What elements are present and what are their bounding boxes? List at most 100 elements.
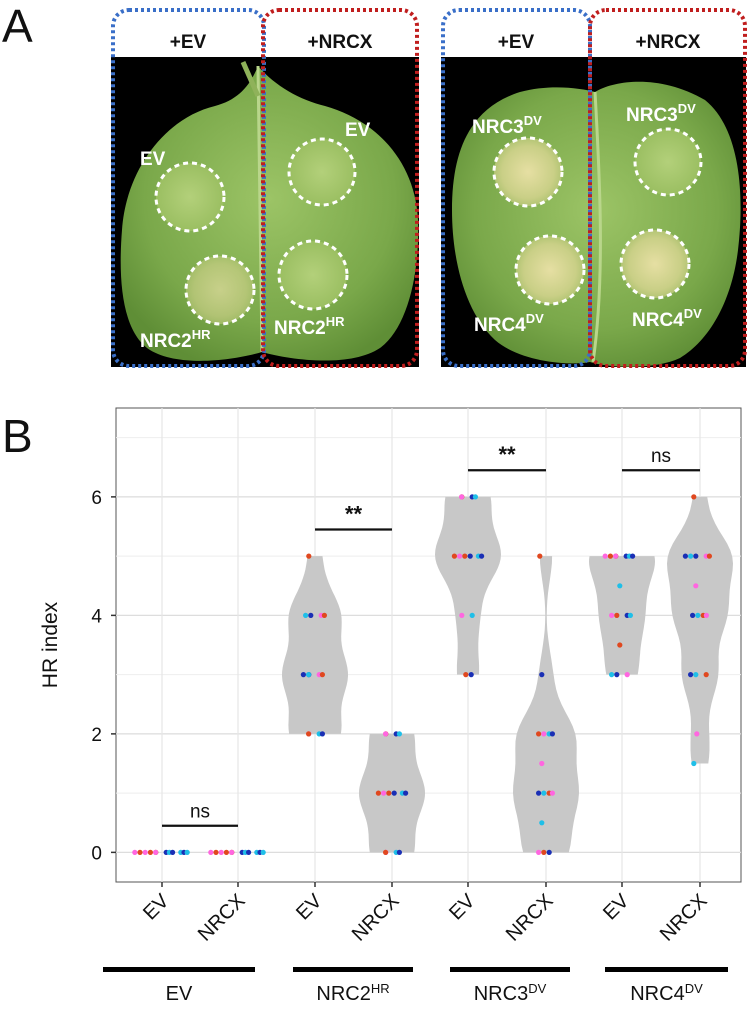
data-point [617, 642, 623, 648]
data-point [694, 731, 700, 737]
data-point [308, 612, 314, 619]
right-label-nrc4-2: NRC4DV [632, 306, 702, 331]
y-tick-label: 6 [91, 488, 102, 509]
data-point [614, 612, 620, 619]
left-label-ev-2: EV [345, 120, 371, 141]
data-point [469, 612, 475, 619]
data-point [303, 612, 309, 619]
x-ticks: EV NRCX EV NRCX EV NRCX EV NRCX [139, 882, 712, 946]
data-point [170, 849, 176, 856]
right-infiltration-circle [633, 127, 703, 197]
data-point [539, 820, 545, 826]
right-leaf-photo: NRC3DV NRC3DV NRC4DV NRC4DV +EV +NRCX [441, 8, 747, 368]
y-tick-label: 0 [91, 843, 102, 864]
left-spot-ev-ev [156, 163, 224, 231]
data-point [693, 583, 699, 589]
data-point [381, 790, 387, 796]
right-spot-nrcx-nrc4 [621, 230, 689, 298]
data-point [462, 553, 468, 559]
x-tick-label: NRCX [194, 890, 250, 946]
data-point [451, 553, 457, 559]
right-label-nrc4-1: NRC4DV [474, 311, 544, 336]
data-point [229, 849, 235, 856]
left-infiltration-circle [184, 254, 256, 326]
data-point [541, 790, 547, 796]
data-point [319, 672, 325, 678]
violin-shape [667, 496, 733, 764]
data-point [613, 553, 619, 559]
right-infiltration-circle [492, 136, 564, 208]
data-point [468, 672, 474, 678]
data-point [536, 849, 542, 856]
significance-label: ns [651, 446, 671, 467]
group-label: NRC4DV [630, 981, 703, 1005]
left-infiltration-circle [277, 239, 349, 311]
data-point [246, 849, 252, 856]
data-point [607, 553, 614, 559]
left-spot-ev-nrc2 [186, 256, 254, 324]
data-point [223, 849, 229, 856]
data-point [546, 849, 552, 856]
panel-b-letter: B [2, 410, 33, 462]
left-infiltration-circle [154, 161, 226, 233]
data-point [537, 553, 543, 559]
data-point [695, 612, 701, 619]
significance-label: ** [345, 501, 363, 526]
data-point [153, 849, 159, 856]
data-point [541, 849, 547, 856]
group-label: NRC3DV [474, 981, 547, 1005]
data-point [693, 553, 699, 559]
left-spot-nrcx-nrc2 [279, 241, 347, 309]
group-labels: EV NRC2HR NRC3DV NRC4DV [103, 967, 728, 1005]
x-tick-label: EV [292, 890, 327, 925]
data-point [459, 494, 465, 500]
x-tick-label: EV [599, 890, 634, 925]
data-point [459, 612, 465, 619]
data-point [457, 553, 463, 559]
hr-index-violin-chart: ns ** ** ns 0 2 4 6 EV NRCX EV NRCX EV NRCX EV NRCX E… [39, 407, 742, 1005]
data-point [682, 553, 689, 559]
data-point [541, 731, 547, 737]
data-point [396, 731, 402, 737]
data-point [142, 849, 148, 856]
data-point [218, 849, 224, 856]
data-point [319, 731, 325, 737]
data-point [386, 790, 392, 796]
significance-label: ** [498, 442, 516, 467]
right-spot-ev-nrc3 [494, 138, 562, 206]
left-ev-dashed-box [111, 8, 266, 368]
y-tick-label: 2 [91, 725, 102, 746]
significance-brackets: ns ** ** ns [162, 442, 700, 827]
data-point [691, 494, 697, 500]
data-point [383, 849, 389, 856]
group-label: NRC2HR [316, 981, 389, 1005]
data-point [321, 612, 327, 619]
data-point [463, 672, 469, 678]
data-point [617, 583, 623, 589]
data-point [703, 672, 709, 678]
right-leaf-midrib [591, 91, 602, 363]
data-point [147, 849, 153, 856]
left-nrcx-dashed-box [261, 8, 419, 368]
data-point [396, 849, 402, 856]
left-leaf-petiole [240, 60, 261, 98]
data-point [706, 553, 713, 559]
data-point [300, 672, 306, 678]
data-point [691, 760, 697, 767]
left-header-ev: +EV [170, 32, 207, 53]
right-header-ev: +EV [498, 32, 535, 53]
left-spot-nrcx-ev [289, 139, 355, 205]
y-axis-title: HR index [39, 601, 62, 688]
data-point [539, 672, 545, 678]
data-point [624, 672, 630, 678]
data-point [688, 553, 694, 559]
left-infiltration-circle [287, 137, 357, 207]
data-point [693, 672, 699, 678]
data-point [383, 731, 389, 737]
x-tick-label: NRCX [656, 890, 712, 946]
data-point [627, 612, 634, 619]
x-tick-label: NRCX [348, 890, 404, 946]
data-point [602, 553, 608, 559]
data-point [630, 553, 636, 559]
